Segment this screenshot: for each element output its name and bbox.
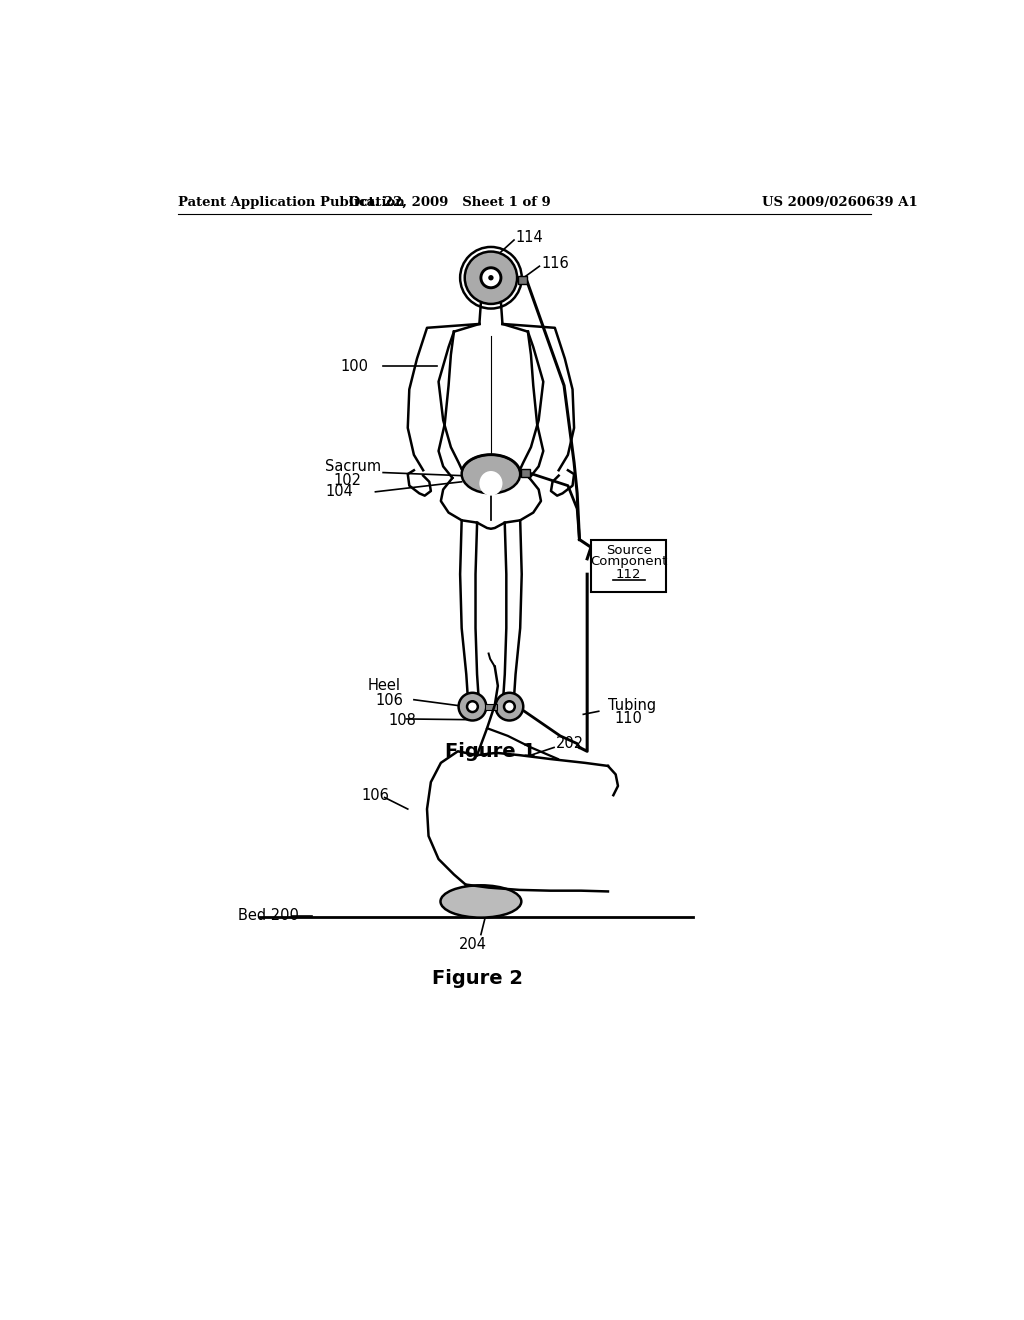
- Text: Bed 200: Bed 200: [239, 908, 299, 923]
- Text: 106: 106: [376, 693, 403, 708]
- FancyBboxPatch shape: [518, 276, 527, 284]
- Text: 100: 100: [341, 359, 369, 374]
- Text: 102: 102: [333, 473, 361, 488]
- Text: 110: 110: [614, 711, 642, 726]
- Text: 106: 106: [361, 788, 389, 803]
- Circle shape: [496, 693, 523, 721]
- Text: 114: 114: [515, 230, 544, 246]
- Ellipse shape: [440, 886, 521, 917]
- Circle shape: [459, 693, 486, 721]
- Circle shape: [465, 252, 517, 304]
- Text: 116: 116: [541, 256, 568, 271]
- Circle shape: [481, 268, 501, 288]
- Text: Figure 2: Figure 2: [431, 969, 522, 987]
- Text: 112: 112: [616, 569, 641, 582]
- Text: Oct. 22, 2009   Sheet 1 of 9: Oct. 22, 2009 Sheet 1 of 9: [349, 195, 551, 209]
- Text: Sacrum: Sacrum: [326, 459, 382, 474]
- Text: Component: Component: [590, 556, 668, 569]
- Text: US 2009/0260639 A1: US 2009/0260639 A1: [762, 195, 918, 209]
- Text: 108: 108: [388, 713, 417, 729]
- Circle shape: [488, 275, 494, 280]
- Circle shape: [467, 701, 478, 711]
- Text: Tubing: Tubing: [608, 697, 656, 713]
- Text: 104: 104: [326, 484, 353, 499]
- Text: Figure 1: Figure 1: [445, 742, 537, 760]
- Ellipse shape: [479, 471, 503, 496]
- Text: 202: 202: [556, 737, 585, 751]
- Circle shape: [504, 701, 515, 711]
- Text: Heel: Heel: [368, 678, 400, 693]
- Text: Patent Application Publication: Patent Application Publication: [178, 195, 406, 209]
- FancyBboxPatch shape: [521, 470, 530, 478]
- Ellipse shape: [462, 455, 520, 494]
- Text: 204: 204: [459, 937, 487, 952]
- FancyBboxPatch shape: [484, 704, 497, 710]
- Text: Source: Source: [606, 544, 651, 557]
- FancyBboxPatch shape: [591, 540, 667, 591]
